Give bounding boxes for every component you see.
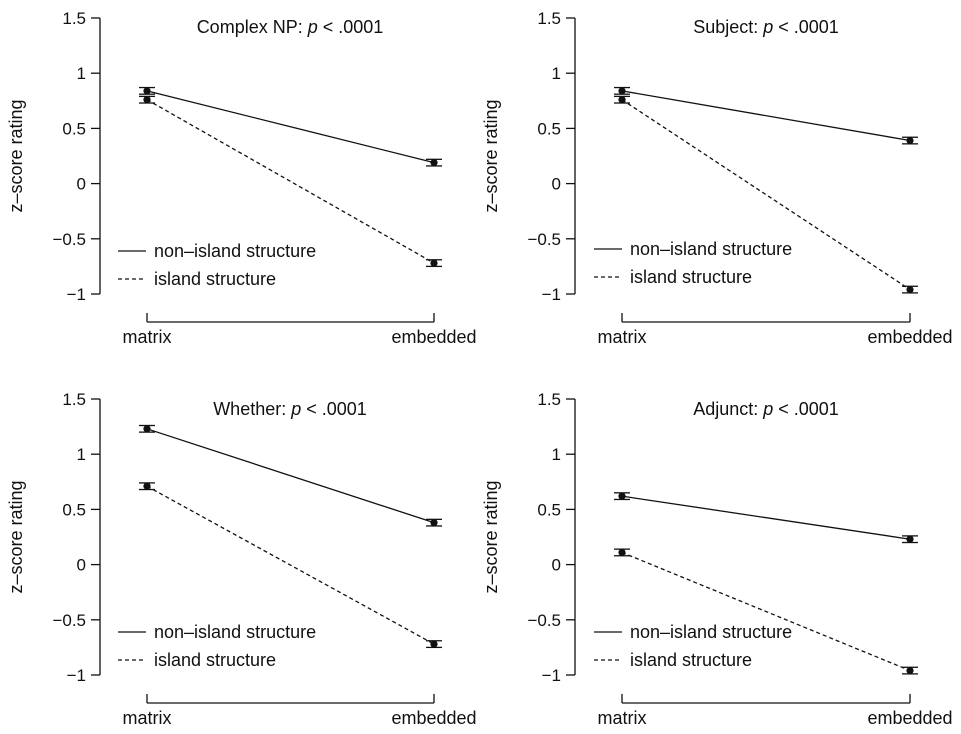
data-point [618,96,626,104]
y-tick-label: −1 [542,285,561,304]
chart-title: Whether: p < .0001 [213,399,367,419]
y-axis-label: z–score rating [6,99,26,212]
data-point [906,136,914,145]
data-point [430,159,438,167]
title-suffix: < .0001 [318,17,384,37]
x-tick-label-matrix: matrix [123,327,172,347]
series-line-island [146,99,435,264]
y-tick-label: −0.5 [527,611,561,630]
chart-title: Subject: p < .0001 [693,17,839,37]
x-tick-label-matrix: matrix [123,708,172,728]
legend-label: island structure [630,650,752,670]
x-tick-label-embedded: embedded [867,327,952,347]
y-tick-label: 0 [552,175,561,194]
title-p: p [307,17,318,37]
data-point [143,482,151,490]
data-point [618,548,626,557]
data-point [618,492,626,500]
y-tick-label: 1.5 [537,390,561,409]
y-tick-label: −0.5 [527,230,561,249]
y-tick-label: −1 [67,666,86,685]
y-tick-label: 0 [552,556,561,575]
legend-label: non–island structure [154,241,316,261]
title-prefix: Complex NP: [197,17,308,37]
y-tick-label: −0.5 [52,611,86,630]
chart-panel-2: 1.5 1 0.5 0 −0.5 −1 z–score rating matrix embedd… [481,9,953,347]
series-line-island [146,485,435,645]
y-tick-label: 0 [77,556,86,575]
series-line-non-island [146,428,435,524]
title-p: p [762,399,773,419]
data-point [143,96,151,104]
y-tick-label: 1 [77,445,86,464]
series-line-non-island [621,90,911,142]
data-point [143,87,151,95]
data-point [906,666,914,675]
y-tick-label: 1 [552,445,561,464]
legend-label: non–island structure [630,239,792,259]
title-prefix: Whether: [213,399,291,419]
data-point [906,535,914,543]
legend-label: island structure [154,269,276,289]
series-line-non-island [621,495,911,540]
y-tick-label: −0.5 [52,230,86,249]
chart-panel-1: 1.5 1 0.5 0 −0.5 −1 z–score rating matrix embedd… [6,9,477,347]
title-p: p [290,399,301,419]
chart-panel-3: 1.5 1 0.5 0 −0.5 −1 z–score rating matrix embedd… [6,390,477,728]
legend-label: island structure [630,267,752,287]
series-line-non-island [146,90,435,164]
chart-title: Complex NP: p < .0001 [197,17,384,37]
y-axis-label: z–score rating [6,480,26,593]
chart-title: Adjunct: p < .0001 [693,399,839,419]
title-suffix: < .0001 [773,399,839,419]
title-suffix: < .0001 [773,17,839,37]
x-tick-label-matrix: matrix [598,327,647,347]
title-prefix: Adjunct: [693,399,763,419]
y-tick-label: 1.5 [62,9,86,28]
y-axis-label: z–score rating [481,99,501,212]
series-line-island [621,551,911,672]
legend-label: island structure [154,650,276,670]
y-tick-label: 0.5 [537,500,561,519]
data-point [143,425,151,433]
data-point [430,640,438,648]
data-point [430,519,438,527]
series-line-island [621,99,911,291]
x-tick-label-embedded: embedded [391,327,476,347]
title-p: p [762,17,773,37]
y-tick-label: 0 [77,175,86,194]
y-tick-label: 1.5 [62,390,86,409]
legend-label: non–island structure [630,622,792,642]
data-point [618,87,626,95]
y-tick-label: 0.5 [537,119,561,138]
y-axis-label: z–score rating [481,480,501,593]
x-tick-label-embedded: embedded [867,708,952,728]
data-point [430,259,438,267]
y-tick-label: 1 [77,64,86,83]
y-tick-label: 1.5 [537,9,561,28]
title-prefix: Subject: [693,17,763,37]
y-tick-label: 1 [552,64,561,83]
y-tick-label: −1 [542,666,561,685]
chart-panel-4: 1.5 1 0.5 0 −0.5 −1 z–score rating matrix embedd… [481,390,953,728]
x-tick-label-matrix: matrix [598,708,647,728]
data-point [906,285,914,294]
y-tick-label: 0.5 [62,500,86,519]
title-suffix: < .0001 [301,399,367,419]
y-tick-label: −1 [67,285,86,304]
legend-label: non–island structure [154,622,316,642]
x-tick-label-embedded: embedded [391,708,476,728]
y-tick-label: 0.5 [62,119,86,138]
